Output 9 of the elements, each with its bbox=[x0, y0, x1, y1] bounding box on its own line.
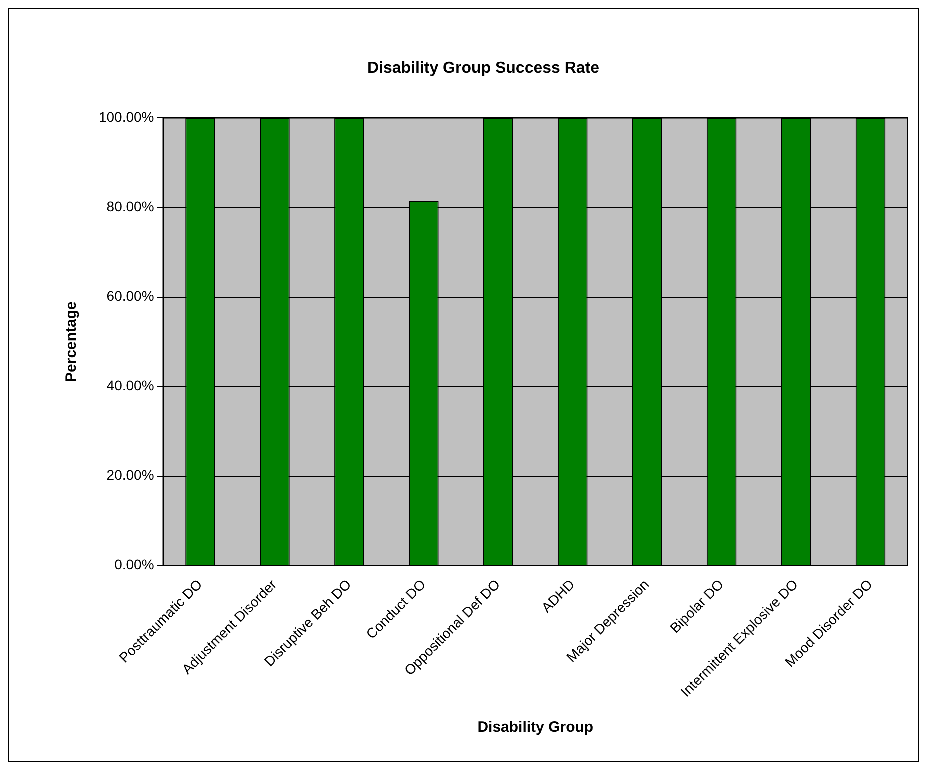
chart-title: Disability Group Success Rate bbox=[367, 60, 600, 78]
y-tick-label: 60.00% bbox=[106, 288, 154, 304]
y-tick-label: 80.00% bbox=[106, 198, 154, 215]
y-axis-title: Percentage bbox=[63, 302, 80, 382]
y-tick-label: 100.00% bbox=[98, 109, 154, 126]
y-tick-label: 20.00% bbox=[106, 467, 154, 484]
x-axis-title: Disability Group bbox=[478, 719, 594, 736]
y-tick-label: 40.00% bbox=[106, 378, 154, 394]
y-tick-label: 0.00% bbox=[114, 556, 154, 573]
